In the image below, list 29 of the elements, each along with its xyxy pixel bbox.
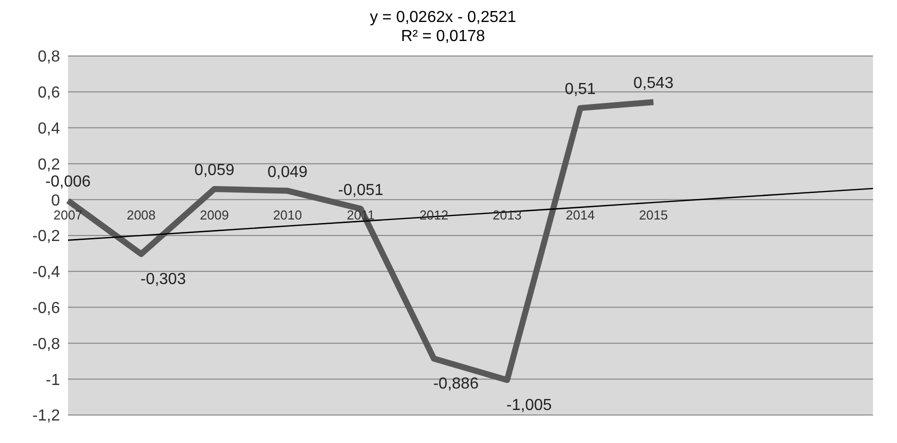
y-tick-label: -1,2 [32, 408, 60, 425]
y-tick-label: 0,8 [38, 48, 60, 66]
chart-title: y = 0,0262x - 0,2521 [368, 8, 518, 27]
data-label: 0,543 [633, 75, 674, 92]
x-tick-label: 2010 [273, 208, 302, 223]
data-label: 0,059 [194, 162, 234, 180]
data-label: -0,303 [140, 270, 186, 288]
x-tick-label: 2008 [126, 208, 156, 223]
y-tick-label: 0 [51, 192, 60, 210]
y-tick-label: -1 [46, 372, 60, 389]
data-label: -0,051 [338, 182, 384, 199]
data-label: 0,51 [564, 81, 596, 98]
x-tick-label: 2007 [54, 208, 82, 223]
y-tick-label: 0,2 [38, 156, 60, 174]
x-tick-label: 2013 [492, 208, 522, 223]
data-label: -1,005 [506, 396, 552, 414]
y-tick-label: -0,4 [32, 264, 60, 282]
data-label: -0,886 [433, 376, 479, 393]
y-tick-label: -0,2 [32, 228, 60, 246]
y-tick-label: 0,4 [38, 120, 60, 138]
x-tick-label: 2009 [200, 208, 229, 223]
y-tick-label: -0,8 [32, 336, 60, 353]
y-tick-label: 0,6 [38, 84, 60, 102]
y-tick-label: -0,6 [32, 300, 60, 317]
x-tick-label: 2015 [638, 208, 668, 223]
data-label: -0,006 [45, 174, 91, 191]
data-label: 0,049 [268, 164, 308, 181]
x-tick-label: 2014 [566, 208, 595, 223]
chart-subtitle: R² = 0,0178 [400, 27, 486, 46]
